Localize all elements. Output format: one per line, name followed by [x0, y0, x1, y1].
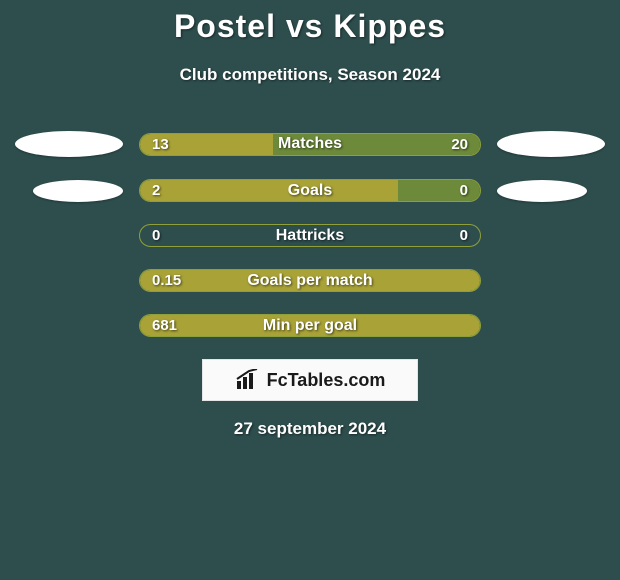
- bar-segment-player1: [140, 315, 480, 336]
- stat-bar-hattricks: 0 0 Hattricks: [139, 224, 481, 247]
- player2-marker: [497, 180, 587, 202]
- stat-bar-matches: 13 20 Matches: [139, 133, 481, 156]
- bar-segment-player2: [273, 134, 480, 155]
- player1-marker: [33, 180, 123, 202]
- spacer: [15, 325, 123, 326]
- page-subtitle: Club competitions, Season 2024: [0, 65, 620, 85]
- logo-text: FcTables.com: [267, 370, 386, 391]
- source-logo: FcTables.com: [202, 359, 418, 401]
- stat-value-player1: 13: [152, 134, 169, 155]
- stat-row: 0.15 Goals per match: [0, 269, 620, 292]
- stat-row: 681 Min per goal: [0, 314, 620, 337]
- chart-icon: [235, 369, 261, 391]
- spacer: [497, 280, 605, 281]
- stat-value-player1: 681: [152, 315, 177, 336]
- stat-bar-min-per-goal: 681 Min per goal: [139, 314, 481, 337]
- stat-value-player1: 0: [152, 225, 160, 246]
- stat-value-player2: 0: [460, 180, 468, 201]
- spacer: [15, 280, 123, 281]
- stat-bar-goals: 2 0 Goals: [139, 179, 481, 202]
- bar-segment-player1: [140, 180, 398, 201]
- spacer: [15, 235, 123, 236]
- stat-value-player2: 0: [460, 225, 468, 246]
- stats-rows: 13 20 Matches 2 0 Goals 0 0 Hattricks: [0, 131, 620, 337]
- stat-value-player2: 20: [451, 134, 468, 155]
- page-date: 27 september 2024: [0, 419, 620, 439]
- infographic-container: Postel vs Kippes Club competitions, Seas…: [0, 0, 620, 439]
- player2-marker: [497, 131, 605, 157]
- stat-value-player1: 2: [152, 180, 160, 201]
- stat-bar-goals-per-match: 0.15 Goals per match: [139, 269, 481, 292]
- spacer: [497, 235, 605, 236]
- spacer: [497, 325, 605, 326]
- player1-marker: [15, 131, 123, 157]
- bar-segment-player1: [140, 270, 480, 291]
- stat-row: 0 0 Hattricks: [0, 224, 620, 247]
- stat-row: 2 0 Goals: [0, 179, 620, 202]
- stat-value-player1: 0.15: [152, 270, 181, 291]
- stat-label: Hattricks: [140, 225, 480, 246]
- page-title: Postel vs Kippes: [0, 8, 620, 45]
- stat-row: 13 20 Matches: [0, 131, 620, 157]
